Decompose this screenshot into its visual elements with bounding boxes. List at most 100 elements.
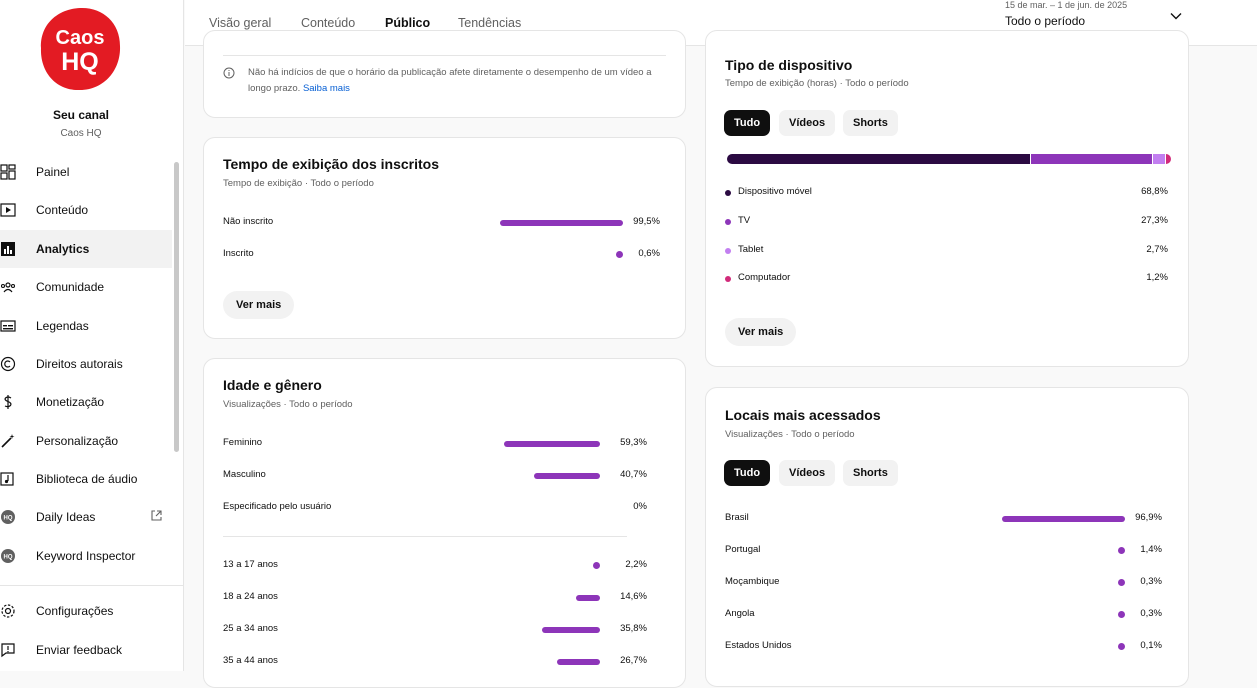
sidebar-item-legendas[interactable]: Legendas [0, 307, 172, 345]
device-bar-segment [727, 154, 1031, 164]
dashboard-icon [0, 164, 16, 180]
row-value: 40,7% [620, 469, 647, 480]
divider [223, 55, 666, 56]
row-label: 18 a 24 anos [223, 591, 278, 602]
device-stacked-bar [727, 154, 1171, 164]
legend-item: Computador 1,2% [725, 272, 1168, 286]
svg-text:HQ: HQ [4, 555, 13, 561]
sidebar-item-label: Painel [36, 165, 70, 179]
chip-all[interactable]: Tudo [724, 110, 771, 136]
card-subtitle: Tempo de exibição (horas) · Todo o perío… [725, 78, 909, 89]
sidebar-item-enviar-feedback[interactable]: Enviar feedback [0, 631, 172, 669]
value-bar [556, 659, 600, 665]
tab-content[interactable]: Conteúdo [301, 16, 356, 30]
sidebar-item-analytics[interactable]: Analytics [0, 230, 172, 268]
chip-videos[interactable]: Vídeos [779, 110, 836, 136]
external-link-icon [151, 510, 162, 524]
list-item: Masculino 40,7% [223, 469, 647, 483]
value-bar [1118, 579, 1125, 586]
sidebar-item-label: Legendas [36, 319, 89, 333]
sidebar-item-label: Personalização [36, 434, 119, 448]
chip-shorts[interactable]: Shorts [843, 460, 898, 486]
list-item: Portugal 1,4% [725, 544, 1162, 558]
row-value: 35,8% [620, 623, 647, 634]
sidebar-item-label: Keyword Inspector [36, 549, 136, 563]
chip-videos[interactable]: Vídeos [779, 460, 836, 486]
sidebar-item-keyword-inspector[interactable]: HQ Keyword Inspector [0, 537, 172, 575]
sidebar-item-daily-ideas[interactable]: HQ Daily Ideas [0, 498, 172, 536]
see-more-button[interactable]: Ver mais [223, 291, 295, 319]
card-title: Idade e gênero [223, 377, 322, 393]
date-range-text: 15 de mar. – 1 de jun. de 2025 [1005, 0, 1128, 10]
sidebar-item-label: Comunidade [36, 280, 105, 294]
list-item: Estados Unidos 0,1% [725, 640, 1162, 654]
value-bar [576, 595, 600, 601]
row-value: 0,6% [638, 248, 660, 259]
sidebar-item-monetizacao[interactable]: Monetização [0, 383, 172, 421]
value-bar [1118, 547, 1125, 554]
sidebar-item-configuracoes[interactable]: Configurações [0, 592, 172, 630]
card-title: Locais mais acessados [725, 407, 881, 423]
row-label: Brasil [725, 512, 749, 523]
row-label: Masculino [223, 469, 266, 480]
row-value: 68,8% [1141, 186, 1168, 197]
device-bar-segment [1152, 154, 1165, 164]
chip-all[interactable]: Tudo [724, 460, 771, 486]
analytics-icon [0, 241, 16, 257]
list-item: Angola 0,3% [725, 608, 1162, 622]
feedback-icon [0, 642, 16, 658]
row-value: 59,3% [620, 437, 647, 448]
row-value: 0,3% [1140, 608, 1162, 619]
sidebar-item-direitos-autorais[interactable]: Direitos autorais [0, 345, 172, 383]
sidebar-item-biblioteca-de-audio[interactable]: Biblioteca de áudio [0, 460, 172, 498]
row-value: 2,7% [1146, 244, 1168, 255]
row-label: TV [738, 215, 751, 226]
row-value: 96,9% [1135, 512, 1162, 523]
sidebar-item-label: Analytics [36, 242, 90, 256]
info-text: Não há indícios de que o horário da publ… [248, 67, 652, 94]
channel-logo[interactable]: Caos HQ [38, 4, 122, 94]
divider [223, 536, 627, 537]
date-period-select[interactable]: Todo o período [1005, 14, 1086, 28]
sidebar-scrollbar[interactable] [174, 162, 179, 452]
sidebar-item-label: Monetização [36, 395, 105, 409]
row-label: 35 a 44 anos [223, 655, 278, 666]
sidebar-item-personalizacao[interactable]: Personalização [0, 422, 172, 460]
sidebar-item-painel[interactable]: Painel [0, 153, 172, 191]
card-title: Tipo de dispositivo [725, 57, 853, 73]
legend-item: TV 27,3% [725, 215, 1168, 229]
sidebar-item-comunidade[interactable]: Comunidade [0, 268, 172, 306]
tab-overview[interactable]: Visão geral [209, 16, 272, 30]
row-value: 27,3% [1141, 215, 1168, 226]
keyword-icon: HQ [0, 548, 16, 564]
sidebar-item-label: Biblioteca de áudio [36, 472, 138, 486]
see-more-button[interactable]: Ver mais [725, 318, 797, 346]
svg-text:HQ: HQ [61, 48, 99, 76]
svg-text:Caos: Caos [56, 27, 105, 49]
community-icon [0, 279, 16, 295]
device-type-card: Tipo de dispositivo Tempo de exibição (h… [705, 30, 1189, 367]
copyright-icon [0, 356, 16, 372]
sidebar-item-conteudo[interactable]: Conteúdo [0, 191, 172, 229]
channel-handle: Caos HQ [60, 128, 102, 139]
sidebar-item-label: Configurações [36, 604, 114, 618]
legend-item: Dispositivo móvel 68,8% [725, 186, 1168, 200]
value-bar [593, 562, 600, 569]
row-value: 14,6% [620, 591, 647, 602]
tab-trends[interactable]: Tendências [458, 16, 522, 30]
learn-more-link[interactable]: Saiba mais [302, 83, 350, 94]
tab-audience[interactable]: Público [385, 16, 431, 30]
chip-shorts[interactable]: Shorts [843, 110, 898, 136]
audio-library-icon [0, 471, 16, 487]
device-bar-segment [1031, 154, 1152, 164]
list-item: 18 a 24 anos 14,6% [223, 591, 647, 605]
list-item: 35 a 44 anos 26,7% [223, 655, 647, 669]
sidebar-item-label: Direitos autorais [36, 357, 123, 371]
dollar-icon [0, 394, 16, 410]
row-label: Moçambique [725, 576, 780, 587]
chevron-down-icon[interactable] [1169, 9, 1183, 23]
svg-text:HQ: HQ [4, 516, 13, 522]
subscriber-watch-time-card: Tempo de exibição dos inscritos Tempo de… [203, 137, 686, 339]
list-item: Especificado pelo usuário 0% [223, 501, 647, 515]
age-gender-card: Idade e gênero Visualizações · Todo o pe… [203, 358, 686, 688]
